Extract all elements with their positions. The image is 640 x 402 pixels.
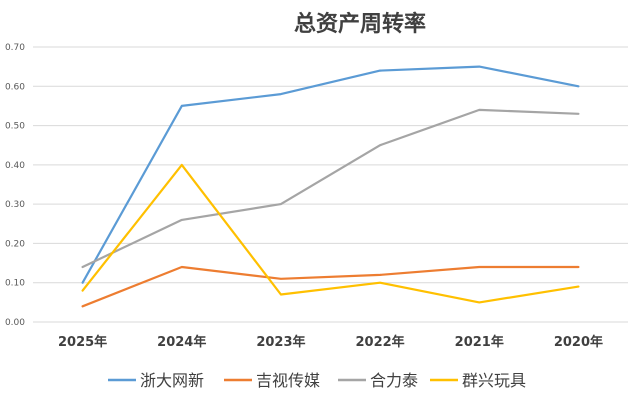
- legend-label: 浙大网新: [140, 371, 204, 390]
- x-tick-label: 2022年: [355, 334, 404, 350]
- legend-item: 浙大网新: [108, 371, 204, 390]
- x-axis-ticks: 2025年 2024年 2023年 2022年 2021年 2020年: [58, 334, 603, 350]
- y-tick-label: 0.50: [5, 122, 25, 132]
- legend-item: 吉视传媒: [224, 371, 320, 390]
- y-tick-label: 0.00: [5, 318, 25, 328]
- y-tick-label: 0.70: [5, 43, 25, 53]
- series-2: [81, 265, 580, 308]
- y-tick-label: 0.20: [5, 239, 25, 249]
- series-line: [81, 265, 580, 308]
- y-axis-ticks: 0.00 0.10 0.20 0.30 0.40 0.50 0.60 0.70: [5, 43, 25, 328]
- x-tick-label: 2025年: [58, 334, 107, 350]
- y-tick-label: 0.10: [5, 279, 25, 289]
- x-tick-label: 2024年: [157, 334, 206, 350]
- series-4: [81, 163, 580, 304]
- series-line: [81, 163, 580, 304]
- y-tick-label: 0.30: [5, 200, 25, 210]
- x-tick-label: 2020年: [554, 334, 603, 350]
- y-tick-label: 0.40: [5, 161, 25, 171]
- y-tick-label: 0.60: [5, 82, 25, 92]
- series-line: [81, 108, 580, 269]
- x-tick-label: 2021年: [455, 334, 504, 350]
- x-tick-label: 2023年: [256, 334, 305, 350]
- series-line: [81, 65, 580, 284]
- legend-label: 群兴玩具: [462, 371, 526, 390]
- series-1: [81, 65, 580, 284]
- legend-item: 群兴玩具: [430, 371, 526, 390]
- legend-label: 吉视传媒: [256, 371, 320, 390]
- series-3: [81, 108, 580, 269]
- chart-title: 总资产周转率: [294, 11, 426, 37]
- legend-item: 合力泰: [338, 371, 418, 390]
- legend: 浙大网新 吉视传媒 合力泰 群兴玩具: [108, 371, 526, 390]
- series-lines: [81, 65, 580, 308]
- legend-label: 合力泰: [370, 371, 418, 390]
- gridlines: [33, 46, 628, 323]
